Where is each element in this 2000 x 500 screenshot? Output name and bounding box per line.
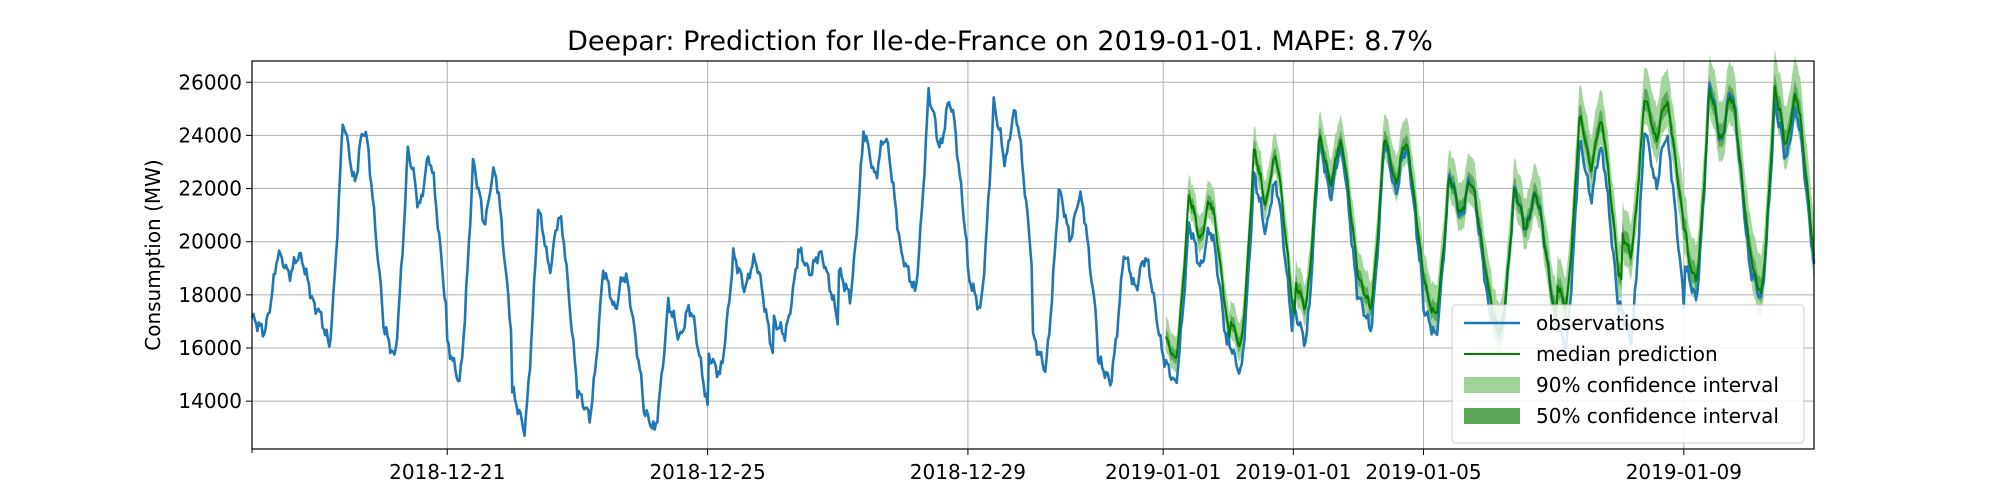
x-tick-label: 2018-12-29 <box>910 460 1026 484</box>
legend-box <box>1451 304 1805 444</box>
legend-label-band50: 50% confidence interval <box>1536 404 1779 428</box>
y-tick-label: 14000 <box>178 389 242 413</box>
x-tick-label: 2019-01-01 <box>1105 460 1221 484</box>
y-tick-label: 24000 <box>178 123 242 147</box>
confidence-band-50 <box>1165 72 1814 364</box>
y-axis-label: Consumption (MW) <box>141 159 165 350</box>
x-tick-label: 2018-12-21 <box>389 460 505 484</box>
chart-title: Deepar: Prediction for Ile-de-France on … <box>567 26 1433 57</box>
band-50-area <box>1165 72 1814 364</box>
y-tick-label: 20000 <box>178 230 242 254</box>
legend-swatch-band90 <box>1464 377 1520 393</box>
x-tick-label: 2019-01-09 <box>1626 460 1742 484</box>
plot-frame <box>251 60 1815 450</box>
y-axis: 14000 16000 18000 20000 22000 24000 26000 <box>178 70 252 413</box>
x-tick-label: 2019-01-05 <box>1365 460 1481 484</box>
legend-label-median: median prediction <box>1536 342 1718 366</box>
y-tick-label: 22000 <box>178 177 242 201</box>
y-tick-label: 18000 <box>178 283 242 307</box>
y-tick-label: 26000 <box>178 70 242 94</box>
median-series <box>1164 84 1815 359</box>
legend-label-observations: observations <box>1536 311 1665 335</box>
x-axis: 2018-12-21 2018-12-25 2018-12-29 2019-01-01… <box>251 449 1742 484</box>
y-tick-label: 16000 <box>178 336 242 360</box>
legend-label-band90: 90% confidence interval <box>1536 373 1779 397</box>
x-tick-label: 2018-12-25 <box>649 460 765 484</box>
median-prediction-line <box>1164 84 1815 359</box>
legend-swatch-band50 <box>1464 408 1520 424</box>
legend: observations median prediction 90% confide… <box>1451 304 1805 444</box>
x-tick-label: 2019-01-01 <box>1235 460 1351 484</box>
